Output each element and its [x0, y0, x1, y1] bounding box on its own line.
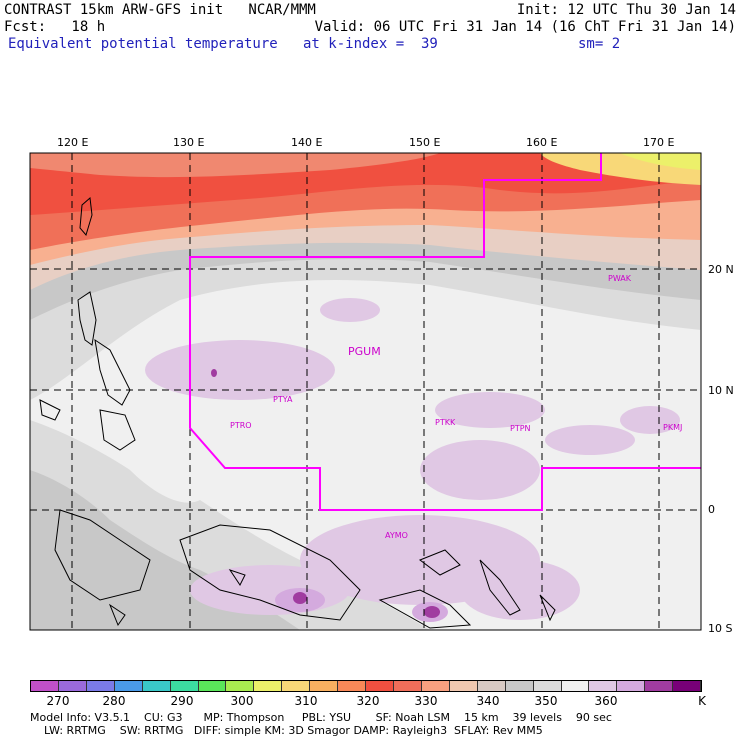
station-ptya: PTYA	[273, 395, 293, 404]
colorbar-label-300: 300	[230, 694, 254, 708]
colorbar-swatch	[589, 681, 618, 691]
colorbar-swatch	[226, 681, 255, 691]
colorbar-swatch	[58, 681, 87, 691]
colorbar-swatch	[366, 681, 394, 691]
colorbar-swatch	[645, 681, 674, 691]
valid-time: Valid: 06 UTC Fri 31 Jan 14 (16 ChT Fri …	[314, 19, 736, 35]
theta-e-field	[30, 153, 701, 630]
colorbar-swatch	[393, 681, 422, 691]
lon-label-150: 150 E	[409, 136, 441, 149]
colorbar-swatch	[533, 681, 562, 691]
init-time: Init: 12 UTC Thu 30 Jan 14	[516, 2, 736, 18]
station-aymo: AYMO	[385, 531, 408, 540]
colorbar-label-330: 330	[414, 694, 438, 708]
colorbar-swatch	[561, 681, 590, 691]
colorbar-swatch	[673, 681, 702, 691]
station-ptkk: PTKK	[435, 418, 456, 427]
colorbar-swatch	[86, 681, 115, 691]
colorbar-swatch	[338, 681, 367, 691]
colorbar-label-360: 360	[594, 694, 618, 708]
colorbar-swatch	[310, 681, 339, 691]
colorbar-swatch	[198, 681, 227, 691]
colorbar-label-340: 340	[476, 694, 500, 708]
lon-label-140: 140 E	[291, 136, 323, 149]
lon-label-170: 170 E	[643, 136, 675, 149]
model-info-line1: Model Info: V3.5.1 CU: G3 MP: Thompson P…	[30, 711, 612, 724]
forecast-hour: Fcst: 18 h	[4, 19, 106, 35]
lon-label-120: 120 E	[57, 136, 89, 149]
smoothing-label: sm= 2	[578, 36, 621, 52]
station-pwak: PWAK	[608, 274, 632, 283]
lat-label-0: 0	[708, 503, 715, 516]
lat-label-10n: 10 N	[708, 384, 734, 397]
model-info-line2: LW: RRTMG SW: RRTMG DIFF: simple KM: 3D …	[44, 724, 543, 737]
colorbar-label-350: 350	[534, 694, 558, 708]
field-name: Equivalent potential temperature	[8, 36, 278, 52]
station-ptro: PTRO	[230, 421, 252, 430]
colorbar-swatch	[505, 681, 534, 691]
station-pgum: PGUM	[348, 345, 381, 358]
map-frame	[29, 152, 702, 631]
station-pkmj: PKMJ	[663, 423, 682, 432]
model-title: CONTRAST 15km ARW-GFS init NCAR/MMM	[4, 2, 316, 18]
colorbar-swatch	[114, 681, 143, 691]
colorbar-swatch	[170, 681, 199, 691]
colorbar-swatch	[31, 681, 59, 691]
lon-label-130: 130 E	[173, 136, 205, 149]
colorbar-swatch	[617, 681, 646, 691]
colorbar-label-280: 280	[102, 694, 126, 708]
colorbar-swatch	[421, 681, 450, 691]
colorbar-unit: K	[698, 694, 706, 708]
lat-label-10s: 10 S	[708, 622, 733, 635]
station-ptpn: PTPN	[510, 424, 531, 433]
colorbar	[30, 680, 702, 692]
colorbar-label-270: 270	[46, 694, 70, 708]
colorbar-swatch	[254, 681, 283, 691]
colorbar-swatch	[477, 681, 506, 691]
colorbar-swatch	[449, 681, 478, 691]
station-labels: PGUM PTYA PTRO PTKK PTPN PKMJ PWAK AYMO	[230, 274, 682, 540]
colorbar-swatch	[282, 681, 311, 691]
colorbar-swatch	[142, 681, 171, 691]
colorbar-label-290: 290	[170, 694, 194, 708]
lat-label-20n: 20 N	[708, 263, 734, 276]
level-label: at k-index = 39	[303, 36, 438, 52]
colorbar-label-310: 310	[294, 694, 318, 708]
lon-label-160: 160 E	[526, 136, 558, 149]
region-boundary	[189, 153, 701, 511]
colorbar-label-320: 320	[356, 694, 380, 708]
